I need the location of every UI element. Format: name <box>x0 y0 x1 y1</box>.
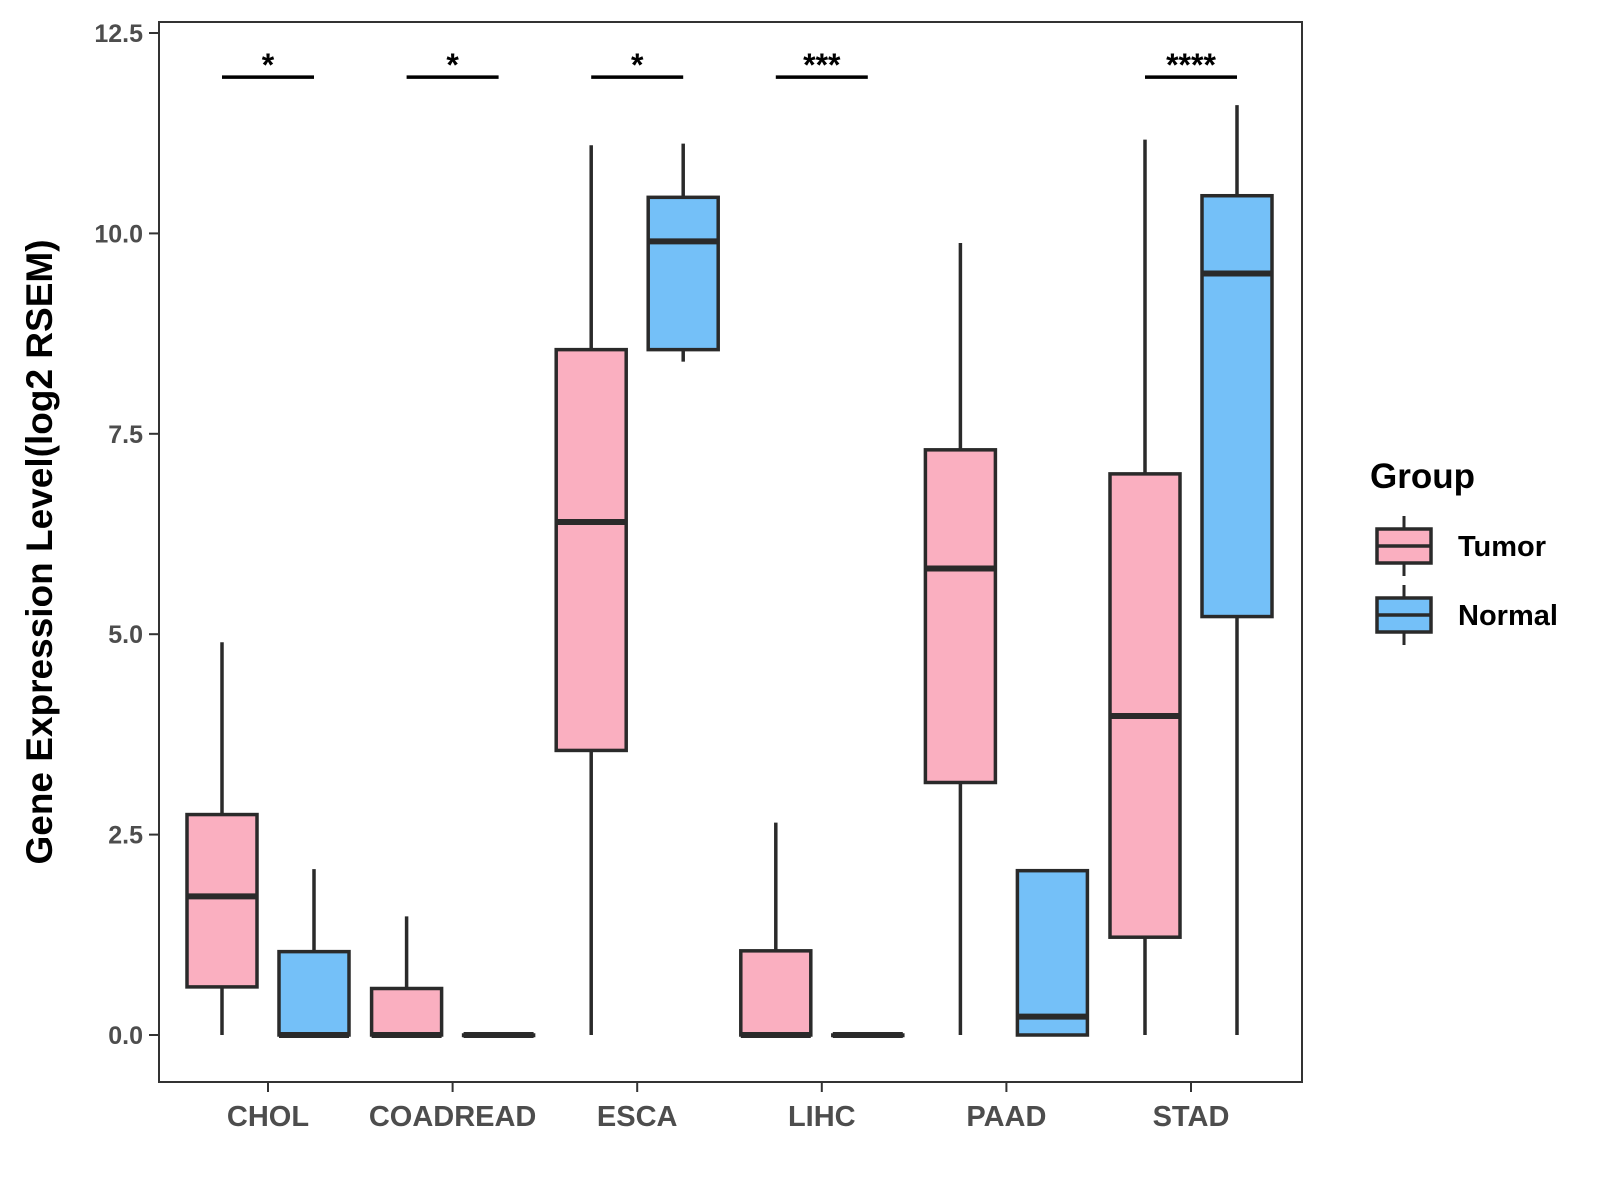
plot-area: * * * *** **** <box>185 47 1274 1038</box>
y-axis-title: Gene Expression Level(log2 RSEM) <box>19 239 60 864</box>
plot-panel-border <box>158 21 1303 1083</box>
box-normal-stad <box>1200 105 1274 1035</box>
box-rect <box>369 986 444 1037</box>
x-tick-label-coadread: COADREAD <box>369 1101 537 1133</box>
box-normal-coadread <box>461 1032 536 1038</box>
y-tick-label: 10.0 <box>94 220 143 248</box>
legend: Group Tumor Normal <box>1370 457 1558 645</box>
box-tumor-paad <box>923 243 998 1035</box>
significance-label-lihc: *** <box>803 47 841 83</box>
box-rect <box>277 949 351 1037</box>
legend-entry-normal: Normal <box>1375 585 1558 645</box>
box-rect <box>1108 472 1182 939</box>
box-tumor-esca <box>554 145 628 1035</box>
box-rect <box>646 195 720 352</box>
y-tick-label: 0.0 <box>108 1022 143 1050</box>
axes: 0.0 2.5 5.0 7.5 10.0 12.5 CHOL COADREAD ESCA LIHC… <box>94 20 1229 1133</box>
box-normal-chol <box>277 869 351 1038</box>
x-tick-label-paad: PAAD <box>966 1101 1046 1133</box>
significance-label-coadread: * <box>446 47 459 83</box>
x-tick-label-chol: CHOL <box>227 1101 309 1133</box>
significance-label-chol: * <box>262 47 275 83</box>
box-rect <box>739 949 813 1037</box>
box-rect <box>1015 868 1090 1037</box>
box-tumor-stad <box>1108 139 1182 1035</box>
legend-label: Normal <box>1458 600 1558 632</box>
legend-label: Tumor <box>1458 531 1546 563</box>
significance-label-esca: * <box>631 47 644 83</box>
box-normal-lihc <box>831 1032 905 1038</box>
box-rect <box>1200 193 1274 619</box>
box-tumor-chol <box>185 642 259 1035</box>
box-normal-esca <box>646 143 720 362</box>
legend-entry-tumor: Tumor <box>1375 516 1546 576</box>
y-tick-label: 7.5 <box>108 421 143 449</box>
box-tumor-lihc <box>739 822 813 1038</box>
x-tick-label-esca: ESCA <box>597 1101 678 1133</box>
box-rect <box>185 812 259 989</box>
x-tick-label-lihc: LIHC <box>788 1101 856 1133</box>
legend-title: Group <box>1370 457 1475 496</box>
box-tumor-coadread <box>369 916 444 1038</box>
x-tick-label-stad: STAD <box>1153 1101 1230 1133</box>
box-rect <box>923 448 998 785</box>
box-rect <box>554 347 628 753</box>
box-normal-paad <box>1015 868 1090 1037</box>
y-tick-label: 5.0 <box>108 621 143 649</box>
significance-label-stad: **** <box>1166 47 1216 83</box>
y-tick-label: 2.5 <box>108 822 143 850</box>
y-tick-label: 12.5 <box>94 20 143 48</box>
